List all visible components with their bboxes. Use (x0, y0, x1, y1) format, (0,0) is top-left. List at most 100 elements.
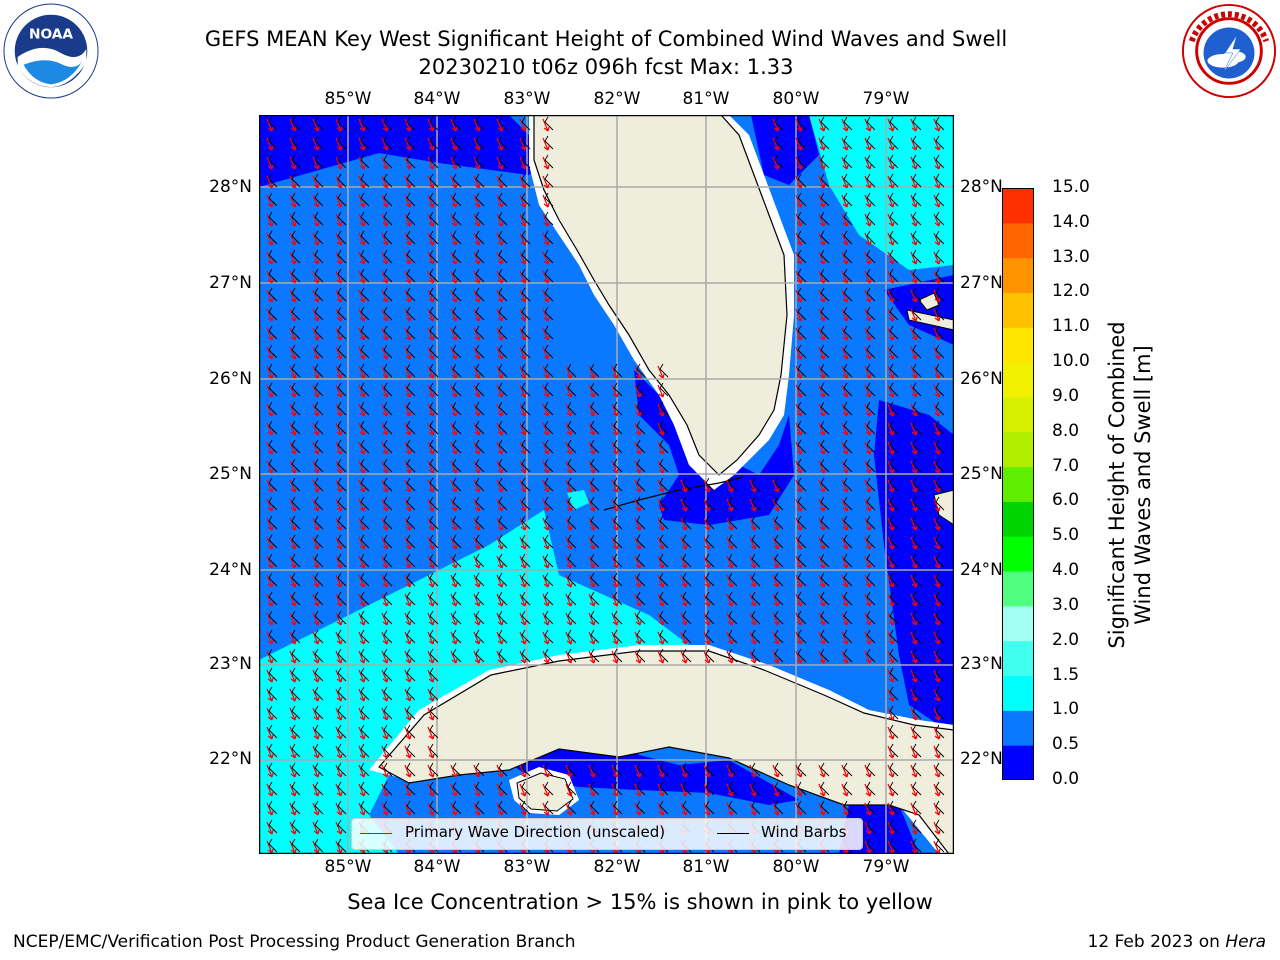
wave-direction-arrow (404, 688, 412, 702)
wind-barb (383, 211, 393, 226)
wind-barb (820, 344, 830, 359)
wind-barb (636, 648, 646, 663)
wind-barb (613, 439, 623, 454)
wave-direction-arrow (312, 346, 320, 360)
wind-barb (429, 439, 439, 454)
wind-barb (406, 648, 416, 663)
wave-direction-arrow (933, 650, 941, 664)
wave-direction-arrow (427, 783, 435, 797)
wave-direction-arrow (496, 251, 504, 265)
wave-direction-arrow (611, 631, 619, 645)
wind-barb (590, 648, 600, 663)
lon-label-top: 79°W (862, 89, 910, 109)
wind-barb (360, 306, 370, 321)
wind-barb (889, 705, 899, 720)
wind-barb (912, 306, 922, 321)
wave-direction-arrow (473, 650, 481, 664)
wind-barb (866, 477, 876, 492)
wind-barb (475, 344, 485, 359)
wave-direction-arrow (864, 422, 872, 436)
wave-direction-arrow (312, 194, 320, 208)
wind-barb (912, 249, 922, 264)
wind-barb (728, 591, 738, 606)
wave-direction-arrow (565, 479, 573, 493)
wave-direction-arrow (312, 479, 320, 493)
wave-direction-arrow (910, 631, 918, 645)
wave-direction-arrow (772, 593, 780, 607)
wind-barb (521, 477, 531, 492)
wave-direction-arrow (312, 403, 320, 417)
wave-direction-arrow (404, 498, 412, 512)
wind-barb (889, 534, 899, 549)
wave-direction-arrow (841, 498, 849, 512)
wind-barb (636, 781, 646, 796)
wave-direction-arrow (864, 251, 872, 265)
land-bahamas (906, 309, 954, 331)
wave-direction-arrow (496, 460, 504, 474)
wave-direction-arrow (289, 270, 297, 284)
wind-barb (429, 629, 439, 644)
wind-barb (475, 648, 485, 663)
wind-barb (268, 439, 278, 454)
wave-direction-arrow (933, 707, 941, 721)
wind-barb (383, 230, 393, 245)
wind-barb (383, 553, 393, 568)
wave-direction-arrow (657, 536, 665, 550)
wind-barb (498, 534, 508, 549)
wind-barb (429, 344, 439, 359)
wind-barb (774, 154, 784, 169)
wind-barb (705, 553, 715, 568)
wind-barb (797, 325, 807, 340)
wind-barb (406, 762, 416, 777)
wave-direction-arrow (795, 137, 803, 151)
wave-direction-arrow (703, 650, 711, 664)
wind-barb (521, 496, 531, 511)
wind-barb (544, 325, 554, 340)
wind-barb (935, 439, 945, 454)
wave-direction-arrow (450, 118, 458, 132)
wind-barb (567, 648, 577, 663)
wind-barb (291, 382, 301, 397)
wave-direction-arrow (427, 498, 435, 512)
wind-barb (912, 458, 922, 473)
wave-direction-arrow (841, 175, 849, 189)
wave-direction-arrow (450, 650, 458, 664)
wind-barb (728, 534, 738, 549)
wave-direction-arrow (565, 650, 573, 664)
wind-barb (521, 762, 531, 777)
wind-barb (452, 572, 462, 587)
wave-direction-arrow (312, 327, 320, 341)
wave-direction-arrow (726, 783, 734, 797)
colorbar (1002, 188, 1034, 780)
wind-barb (475, 287, 485, 302)
wave-direction-arrow (496, 783, 504, 797)
wave-direction-arrow (887, 156, 895, 170)
wind-barb (383, 344, 393, 359)
wind-barb (544, 515, 554, 530)
wave-direction-arrow (266, 346, 274, 360)
wave-direction-arrow (335, 726, 343, 740)
wind-barb (636, 420, 646, 435)
wave-direction-arrow (887, 726, 895, 740)
wind-barb (314, 344, 324, 359)
colorbar-segment (1002, 292, 1034, 328)
wind-barb (659, 401, 669, 416)
wind-barb (406, 800, 416, 815)
wave-direction-arrow (404, 726, 412, 740)
wave-direction-arrow (358, 593, 366, 607)
wind-barb (498, 230, 508, 245)
wind-barb (889, 344, 899, 359)
wind-barb (797, 420, 807, 435)
wind-barb (521, 534, 531, 549)
colorbar-segment (1002, 675, 1034, 711)
wave-direction-arrow (404, 346, 412, 360)
wind-barb (866, 515, 876, 530)
wind-barb (797, 800, 807, 815)
wave-direction-arrow (680, 517, 688, 531)
wind-barb (843, 325, 853, 340)
wave-direction-arrow (473, 498, 481, 512)
wind-barb (291, 268, 301, 283)
wind-barb (613, 496, 623, 511)
wave-direction-arrow (427, 650, 435, 664)
wind-barb (636, 477, 646, 492)
